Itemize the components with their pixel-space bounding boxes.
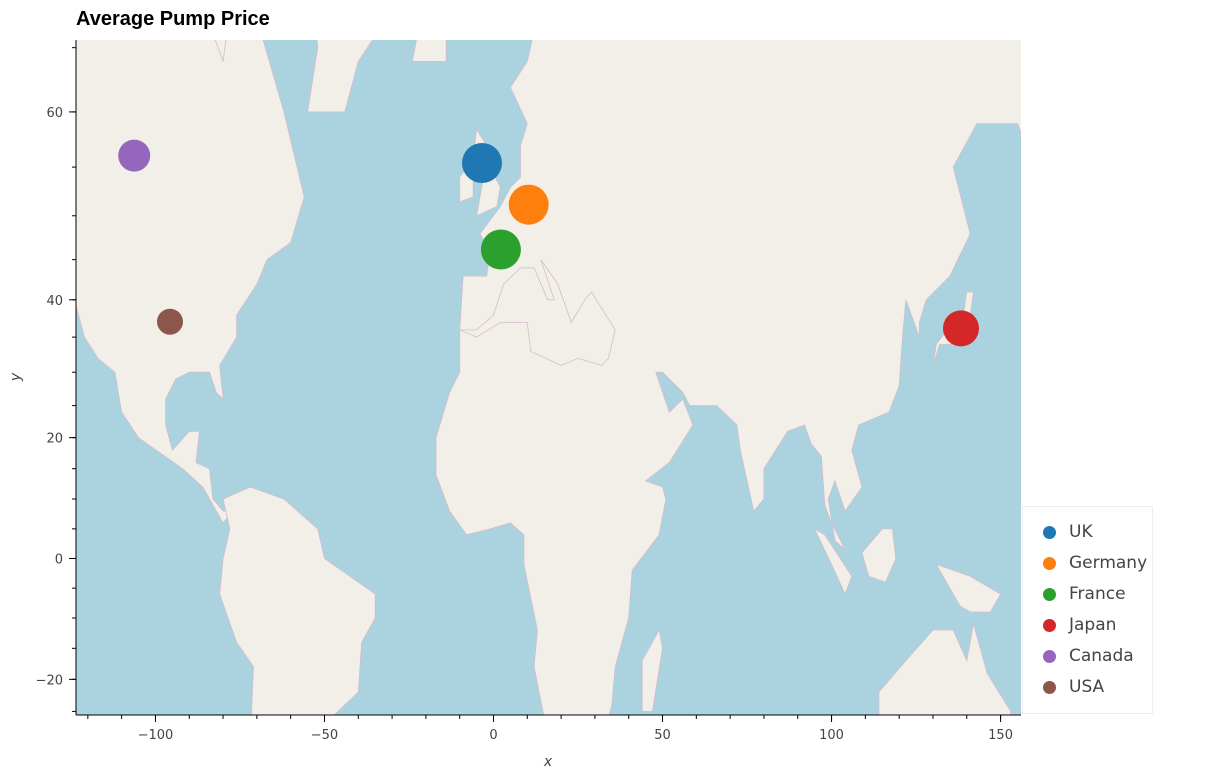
legend-item-france[interactable]: France [1043, 582, 1126, 606]
legend-label: UK [1069, 522, 1093, 542]
legend-swatch [1043, 525, 1056, 539]
legend-swatch [1043, 587, 1056, 601]
x-tick-label: −50 [311, 728, 338, 743]
sumatra-land [813, 527, 853, 596]
y-tick-label: 40 [46, 294, 63, 309]
madagascar-land [641, 628, 663, 712]
eurasia-africa-land [435, 40, 1021, 715]
new-guinea-land [935, 563, 1002, 613]
point-germany[interactable] [508, 184, 549, 225]
x-tick-label: 100 [819, 728, 844, 743]
plot-area[interactable] [0, 0, 1102, 774]
legend-swatch [1043, 556, 1056, 570]
legend-swatch [1043, 649, 1056, 663]
legend-item-germany[interactable]: Germany [1043, 551, 1147, 575]
iceland-land [411, 40, 447, 62]
australia-land [878, 623, 1012, 715]
y-axis-label: y [8, 372, 24, 382]
x-tick-label: 50 [654, 728, 671, 743]
legend: UK Germany France Japan Canada USA [1022, 506, 1153, 714]
point-canada[interactable] [118, 139, 151, 172]
y-tick-label: −20 [36, 673, 63, 688]
chart-title: Average Pump Price [76, 8, 270, 30]
legend-label: Canada [1069, 646, 1134, 666]
legend-label: France [1069, 584, 1126, 604]
x-axis-label: x [543, 754, 553, 770]
borneo-land [861, 528, 897, 583]
axes: −100−50050100150806040200−20−40 [36, 40, 1021, 743]
data-points [118, 139, 979, 347]
point-japan[interactable] [943, 310, 979, 347]
legend-label: Germany [1069, 553, 1148, 573]
point-usa[interactable] [157, 308, 183, 335]
point-uk[interactable] [462, 143, 502, 183]
point-france[interactable] [480, 229, 521, 270]
legend-item-japan[interactable]: Japan [1043, 613, 1116, 637]
baffin-island-land [214, 40, 227, 62]
legend-swatch [1043, 618, 1056, 632]
x-tick-label: 0 [489, 728, 497, 743]
legend-label: Japan [1069, 615, 1117, 635]
x-tick-label: −100 [138, 728, 174, 743]
x-tick-label: 150 [988, 728, 1013, 743]
south-america-land [219, 486, 376, 715]
legend-item-uk[interactable]: UK [1043, 520, 1093, 544]
legend-item-canada[interactable]: Canada [1043, 644, 1134, 668]
legend-label: USA [1069, 677, 1105, 697]
y-tick-label: 0 [55, 553, 63, 568]
y-tick-label: 60 [46, 106, 63, 121]
legend-item-usa[interactable]: USA [1043, 675, 1104, 699]
y-tick-label: 20 [46, 432, 63, 447]
greenland-land [307, 40, 374, 113]
legend-swatch [1043, 680, 1056, 694]
